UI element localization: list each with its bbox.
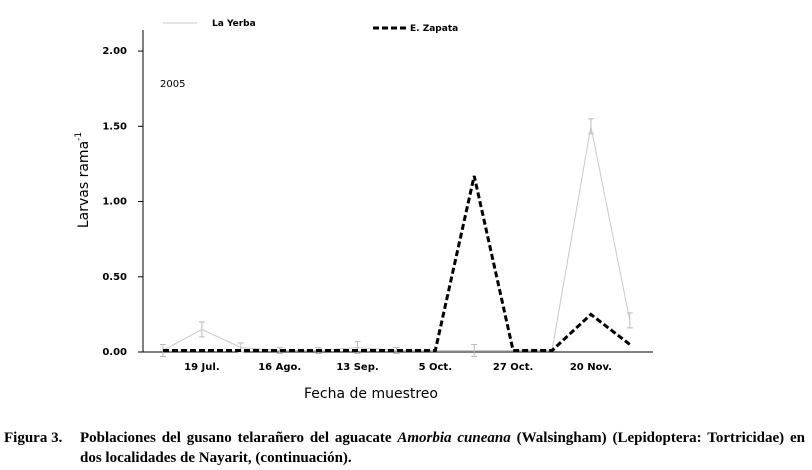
caption-part: (Walsingham) (Lepidoptera: Tortricidae) …: [80, 430, 806, 466]
y-tick-label: 1.00: [102, 197, 127, 208]
series-line: [162, 126, 631, 351]
y-tick-label: 2.00: [102, 46, 127, 57]
annotation: 2005: [160, 79, 185, 90]
x-axis-title: Fecha de muestreo: [304, 386, 438, 402]
legend-label: E. Zapata: [410, 24, 458, 34]
legend-label: La Yerba: [212, 19, 256, 29]
caption: Figura 3. Poblaciones del gusano telarañ…: [4, 428, 806, 468]
x-tick-label: 19 Jul.: [184, 362, 219, 373]
y-axis-title: Larvas rama-1: [74, 132, 93, 228]
caption-label: Figura 3.: [4, 430, 63, 446]
x-tick-label: 27 Oct.: [493, 362, 533, 373]
caption-part: Poblaciones del gusano telarañero del ag…: [80, 430, 398, 446]
y-tick-label: 1.50: [102, 121, 127, 132]
y-tick-label: 0.50: [102, 272, 127, 283]
caption-text: Poblaciones del gusano telarañero del ag…: [80, 428, 805, 468]
y-axis-title-main: Larvas rama: [76, 141, 92, 228]
x-tick-label: 13 Sep.: [336, 362, 378, 373]
chart: 2005 Fecha de muestreo Larvas rama-1 0.0…: [74, 19, 653, 402]
series-line: [163, 175, 631, 352]
caption-species: Amorbia cuneana: [397, 430, 511, 446]
y-axis-title-sup: -1: [74, 132, 84, 141]
x-tick-label: 20 Nov.: [570, 362, 612, 373]
x-tick-label: 16 Ago.: [258, 362, 301, 373]
y-tick-label: 0.00: [102, 347, 127, 358]
x-tick-label: 5 Oct.: [419, 362, 452, 373]
